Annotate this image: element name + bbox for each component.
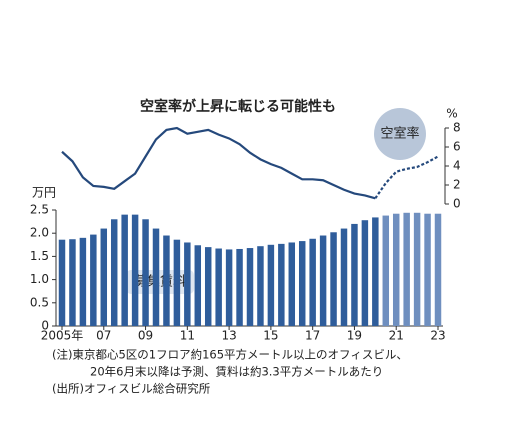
bar: [267, 244, 275, 326]
x-tick-label: 23: [430, 329, 445, 343]
note: (注)東京都心5区の1フロア約165平方メートル以上のオフィスビル、: [52, 348, 408, 362]
y-tick-label: 1.5: [30, 249, 49, 263]
bar: [351, 223, 358, 326]
bar: [121, 214, 128, 326]
y-tick-label: 2.5: [30, 203, 49, 217]
chart-title: 空室率が上昇に転じる可能性も: [140, 98, 336, 115]
bar: [392, 213, 400, 326]
bar: [403, 212, 410, 326]
x-tick-label: 19: [347, 329, 362, 343]
bar: [184, 242, 191, 326]
y-tick-label: 0.5: [30, 295, 49, 309]
bar: [79, 237, 87, 326]
y2-tick-label: 2: [453, 178, 461, 192]
y2-tick-label: 8: [453, 121, 461, 135]
bar: [173, 239, 181, 326]
x-tick-label: 17: [305, 329, 320, 343]
y-tick-label: 2.0: [30, 226, 49, 240]
annotation: 空室率: [380, 126, 419, 142]
bar: [100, 228, 108, 326]
y-tick-label: 0: [41, 319, 49, 333]
bar: [58, 239, 66, 326]
x-tick-label: 07: [96, 329, 111, 343]
annotation-bubble: [374, 108, 426, 160]
bar: [424, 213, 431, 326]
bar: [194, 245, 202, 326]
bar: [215, 248, 222, 326]
bar: [246, 248, 254, 326]
x-tick-label: 09: [138, 329, 153, 343]
forecast-line: [374, 155, 439, 199]
bar: [110, 219, 118, 326]
bar: [434, 213, 442, 326]
bar: [204, 247, 212, 326]
bar: [69, 239, 76, 326]
bar: [382, 215, 390, 326]
bar: [131, 214, 139, 326]
bar: [298, 241, 306, 326]
bar: [152, 228, 160, 326]
bar: [278, 243, 285, 326]
bar: [361, 220, 369, 326]
bar: [413, 212, 421, 326]
y2-tick-label: 4: [453, 159, 461, 173]
bar: [236, 248, 243, 326]
bar: [309, 238, 316, 326]
x-tick-label: 15: [263, 329, 278, 343]
y2-tick-label: 6: [453, 140, 461, 154]
x-tick-label: 13: [221, 329, 236, 343]
bar: [163, 235, 170, 326]
y-axis-label: 万円: [32, 186, 56, 200]
x-tick-label: 2005年: [41, 329, 84, 343]
bar: [340, 228, 348, 326]
y2-axis-label: %: [446, 107, 457, 121]
note: (出所)オフィスビル総合研究所: [52, 382, 211, 396]
bar: [142, 219, 149, 326]
bar: [288, 242, 296, 326]
x-tick-label: 11: [180, 329, 195, 343]
bar: [225, 249, 233, 326]
bar: [330, 232, 337, 326]
bar: [372, 217, 379, 326]
bar: [257, 246, 264, 326]
line: [61, 126, 376, 200]
bar: [90, 234, 97, 326]
note: 20年6月末以降は予測、賃料は約3.3平方メートルあたり: [90, 365, 383, 379]
y2-tick-label: 0: [453, 197, 461, 211]
y-tick-label: 1.0: [30, 272, 49, 286]
bar: [319, 235, 327, 326]
x-tick-label: 21: [389, 329, 404, 343]
